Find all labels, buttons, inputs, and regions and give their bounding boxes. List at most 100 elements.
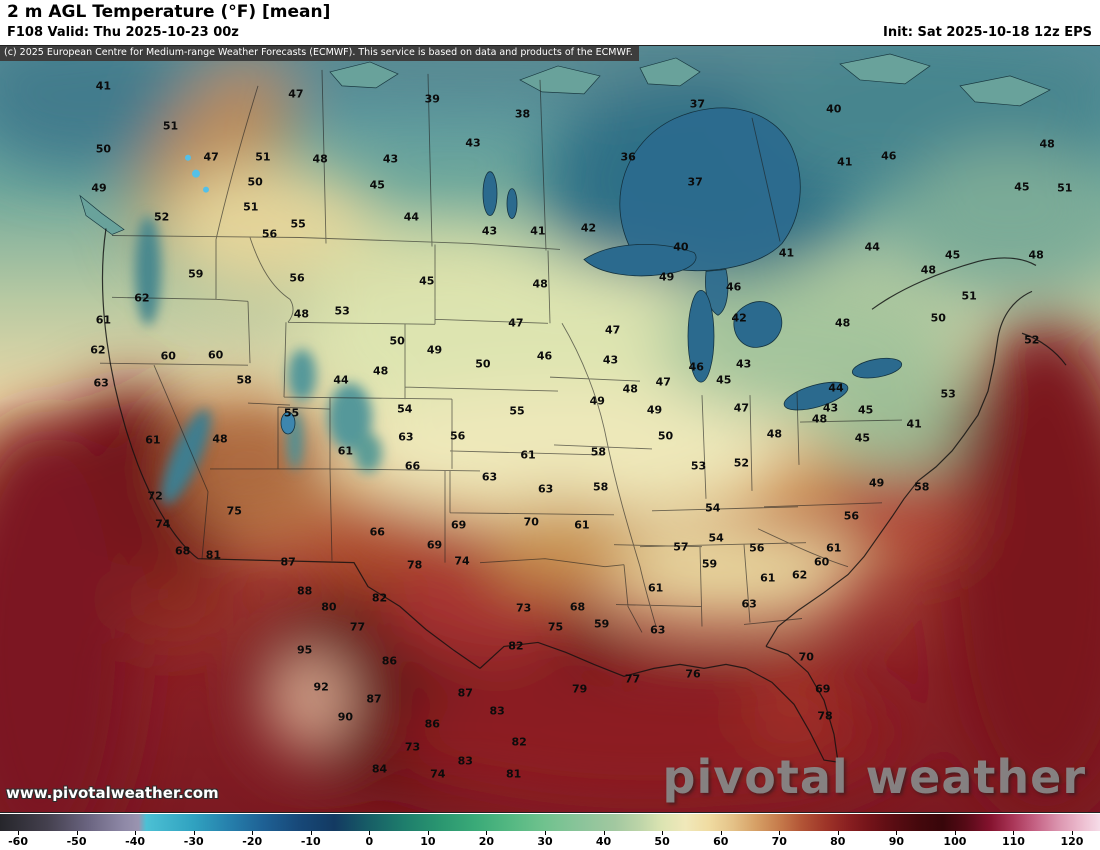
temp-label: 48 [920, 263, 937, 277]
temp-label: 49 [426, 343, 443, 357]
coastlines [101, 228, 1067, 763]
temp-label: 45 [858, 403, 874, 417]
temp-label: 69 [815, 682, 831, 696]
temp-label: 48 [1028, 248, 1044, 262]
colorbar-tick-mark [193, 831, 195, 835]
temp-label: 56 [261, 227, 278, 241]
temp-label: 47 [203, 150, 219, 164]
temp-label: 74 [454, 554, 470, 568]
temp-label: 92 [313, 680, 329, 694]
temp-label: 66 [369, 525, 385, 539]
temp-label: 53 [334, 304, 350, 318]
temp-label: 45 [419, 274, 435, 288]
colorbar-tick-label: -20 [242, 835, 263, 848]
temp-label: 47 [733, 401, 750, 415]
colorbar-tick-label: 0 [365, 835, 374, 848]
temp-label: 46 [726, 280, 742, 294]
temp-label: 50 [657, 429, 674, 443]
temp-label: 41 [906, 417, 922, 431]
temp-label: 70 [523, 515, 539, 529]
init-time: Init: Sat 2025-10-18 12z EPS [883, 25, 1092, 40]
temp-label: 52 [154, 210, 170, 224]
temp-label: 38 [514, 107, 531, 121]
temp-label: 62 [134, 291, 150, 305]
temp-label: 50 [247, 175, 263, 189]
colorbar-tick-label: 20 [478, 835, 495, 848]
colorbar-tick-mark [427, 831, 429, 835]
temp-label: 54 [397, 402, 413, 416]
temp-label: 48 [312, 152, 328, 166]
map-canvas[interactable]: (c) 2025 European Centre for Medium-rang… [0, 45, 1100, 813]
temp-label: 48 [1039, 137, 1055, 151]
temp-label: 61 [337, 444, 354, 458]
colorbar-tick-label: 90 [888, 835, 905, 848]
temp-label: 82 [508, 639, 524, 653]
temp-label: 54 [708, 531, 724, 545]
temp-label: 59 [188, 267, 204, 280]
temp-label: 61 [145, 433, 161, 447]
colorbar-tick-mark [603, 831, 605, 835]
temp-label: 62 [792, 568, 808, 582]
temp-label: 63 [537, 482, 554, 496]
temp-label: 60 [207, 348, 224, 362]
temp-label: 45 [854, 431, 871, 445]
temp-label: 61 [647, 581, 664, 595]
colorbar-tick-mark [954, 831, 956, 835]
colorbar-tick-mark [369, 831, 371, 835]
temp-label: 56 [449, 429, 466, 443]
temp-label: 48 [372, 364, 389, 378]
field-mountain-details [135, 215, 382, 505]
temp-label: 73 [515, 601, 532, 615]
temp-label: 41 [530, 224, 546, 238]
colorbar-tick-label: 110 [1001, 835, 1025, 848]
temp-label: 52 [1024, 333, 1040, 347]
temp-label: 46 [536, 349, 553, 363]
temp-label: 81 [205, 548, 222, 562]
temp-label: 49 [658, 270, 675, 284]
temp-label: 49 [869, 476, 885, 490]
temp-label: 48 [532, 277, 548, 291]
colorbar-tick-label: -40 [125, 835, 146, 848]
temp-label: 39 [424, 92, 440, 106]
temp-label: 78 [407, 558, 423, 572]
colorbar-tick-mark [837, 831, 839, 835]
temp-label: 48 [811, 412, 828, 426]
temp-label: 44 [864, 240, 880, 254]
state-boundaries [99, 69, 903, 633]
temp-label: 41 [778, 246, 795, 260]
temp-label: 41 [95, 79, 112, 93]
temp-label: 74 [430, 767, 446, 781]
colorbar-tick-label: 60 [713, 835, 729, 848]
colorbar: -60 -50 -40 -30 -20 -10 0 10 20 30 40 50 60 70 80 90 100… [0, 813, 1100, 850]
temp-label: 80 [321, 600, 337, 614]
temp-label: 62 [90, 343, 106, 357]
colorbar-tick-mark [779, 831, 781, 835]
temp-label: 43 [481, 224, 498, 238]
temp-label: 63 [741, 597, 757, 611]
temp-label: 88 [297, 584, 313, 598]
temp-label: 59 [701, 557, 718, 571]
temp-label: 37 [687, 175, 703, 189]
colorbar-tick-mark [18, 831, 20, 835]
temp-label: 83 [457, 754, 473, 768]
temp-label: 56 [843, 509, 860, 523]
temp-label: 68 [174, 544, 191, 558]
temp-label: 53 [690, 459, 707, 473]
colorbar-tick-mark [1071, 831, 1073, 835]
temp-label: 77 [624, 672, 641, 686]
temp-label: 41 [837, 155, 853, 169]
temp-label: 82 [511, 735, 527, 749]
temp-label: 43 [822, 401, 839, 415]
colorbar-tick-mark [896, 831, 898, 835]
site-url-watermark: www.pivotalweather.com [6, 784, 219, 802]
temp-label: 51 [961, 289, 977, 303]
temp-label: 48 [622, 382, 638, 396]
temp-label: 55 [283, 406, 300, 420]
temp-label: 42 [580, 221, 597, 235]
colorbar-gradient [0, 814, 1100, 831]
colorbar-tick-mark [252, 831, 254, 835]
temp-label: 50 [475, 357, 491, 371]
temperature-field [0, 46, 1100, 812]
temp-label: 84 [371, 762, 388, 776]
